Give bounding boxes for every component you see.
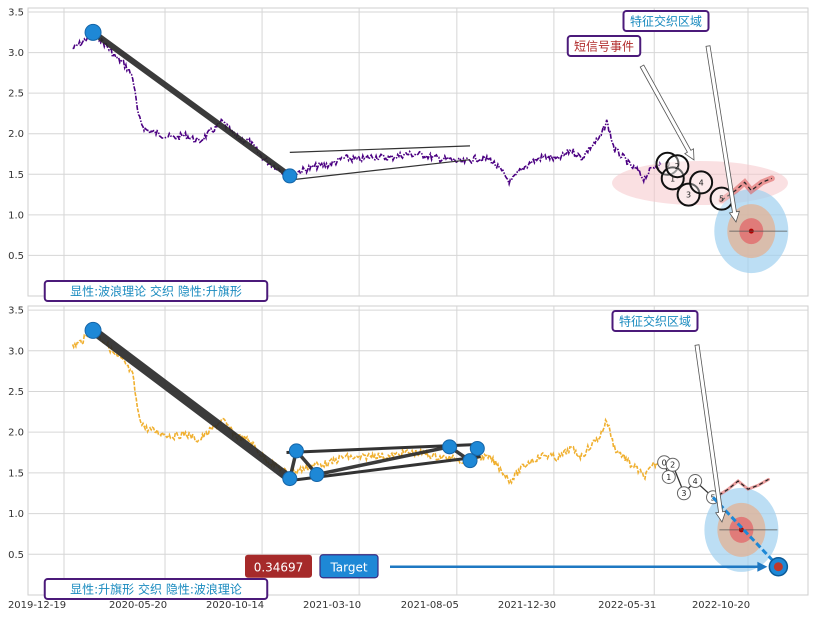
feature-zone-label-box (622, 10, 710, 32)
flag-channel-line (289, 159, 471, 181)
y-tick-label: 3.5 (8, 8, 24, 19)
y-tick-label: 2.0 (8, 129, 24, 140)
pivot-marker (309, 467, 325, 483)
pivot-marker (84, 23, 102, 41)
signal-circle (660, 166, 685, 191)
x-tick-label: 2020-05-20 (109, 600, 167, 611)
target-badge (319, 554, 379, 579)
signal-circle (665, 154, 690, 179)
y-tick-label: 3.5 (8, 306, 24, 317)
price-series-line (289, 119, 662, 187)
feature-zone-arrow (694, 344, 727, 523)
target-arrow-head (757, 561, 768, 572)
pivot-marker (288, 443, 304, 459)
pivot-marker (84, 321, 102, 339)
signal-number-label: 4 (699, 178, 704, 187)
y-tick-label: 2.5 (8, 89, 24, 100)
y-tick-label: 1.5 (8, 468, 24, 479)
pivot-marker (462, 453, 478, 469)
target-value-badge (245, 554, 312, 578)
signal-number-label: 0 (662, 458, 667, 467)
signal-circle (676, 182, 701, 207)
price-series-line (72, 26, 291, 179)
signal-number-label: 3 (686, 191, 691, 200)
signal-number-label: 5 (719, 195, 724, 204)
x-tick-label: 2022-05-31 (598, 600, 656, 611)
target-line (711, 496, 780, 568)
overlay-label-box (43, 578, 269, 600)
pivot-marker (469, 440, 485, 456)
price-series-line (71, 328, 291, 477)
signal-circle (689, 170, 714, 195)
signal-number-label: 1 (670, 174, 675, 183)
x-tick-label: 2022-10-20 (692, 600, 750, 611)
x-tick-label: 2021-03-10 (303, 600, 361, 611)
x-axis: 2019-12-19 2020-05-20 2020-10-14 2021-03-10… (8, 600, 750, 611)
signal-circle (688, 474, 703, 489)
overlay-label-text: 显性:波浪理论 交织 隐性:升旗形 (70, 284, 242, 299)
plot-area (27, 7, 809, 297)
feature-zone-label-text: 特征交织区域 (630, 14, 702, 29)
top-panel: 0.51.01.52.02.53.03.5012345短信号事件特征交织区域显性… (8, 7, 809, 302)
y-tick-label: 1.5 (8, 170, 24, 181)
forecast-line (712, 478, 769, 500)
pivot-marker (282, 471, 298, 487)
signal-circle (665, 457, 680, 472)
feature-zone-label-text: 特征交织区域 (619, 314, 691, 329)
trend-line (90, 29, 293, 179)
pivot-marker (282, 168, 298, 184)
trend-line (88, 325, 295, 484)
signal-circle (676, 486, 691, 501)
y-tick-label: 0.5 (8, 251, 24, 262)
pivot-marker (442, 439, 458, 455)
signal-event-label-box (566, 35, 642, 57)
target-point-inner (773, 562, 783, 572)
signal-number-label: 1 (666, 473, 671, 482)
x-tick-label: 2021-08-05 (401, 600, 459, 611)
signal-number-label: 4 (693, 477, 698, 486)
signal-number-label: 3 (681, 489, 686, 498)
signal-event-label-text: 短信号事件 (574, 40, 634, 54)
target-badge-text: Target (329, 560, 367, 574)
signal-event-arrow (639, 64, 695, 161)
flag-channel-line (289, 145, 471, 153)
y-tick-label: 3.0 (8, 346, 24, 357)
plot-area (27, 305, 809, 596)
x-tick-label: 2020-10-14 (206, 600, 264, 611)
y-tick-label: 3.0 (8, 48, 24, 59)
x-tick-label: 2021-12-30 (498, 600, 556, 611)
y-tick-label: 2.5 (8, 387, 24, 398)
y-tick-label: 1.0 (8, 509, 24, 520)
y-tick-label: 2.0 (8, 428, 24, 439)
signal-number-label: 2 (670, 461, 675, 470)
feature-zone-label-box (611, 310, 699, 332)
y-tick-label: 0.5 (8, 550, 24, 561)
feature-zone-arrow (705, 45, 740, 223)
overlay-label-text: 显性:升旗形 交织 隐性:波浪理论 (70, 582, 242, 597)
target-value-text: 0.34697 (254, 560, 304, 574)
x-tick-label: 2019-12-19 (8, 600, 66, 611)
signal-number-label: 2 (675, 162, 680, 171)
overlay-label-box (43, 280, 269, 302)
y-tick-label: 1.0 (8, 210, 24, 221)
